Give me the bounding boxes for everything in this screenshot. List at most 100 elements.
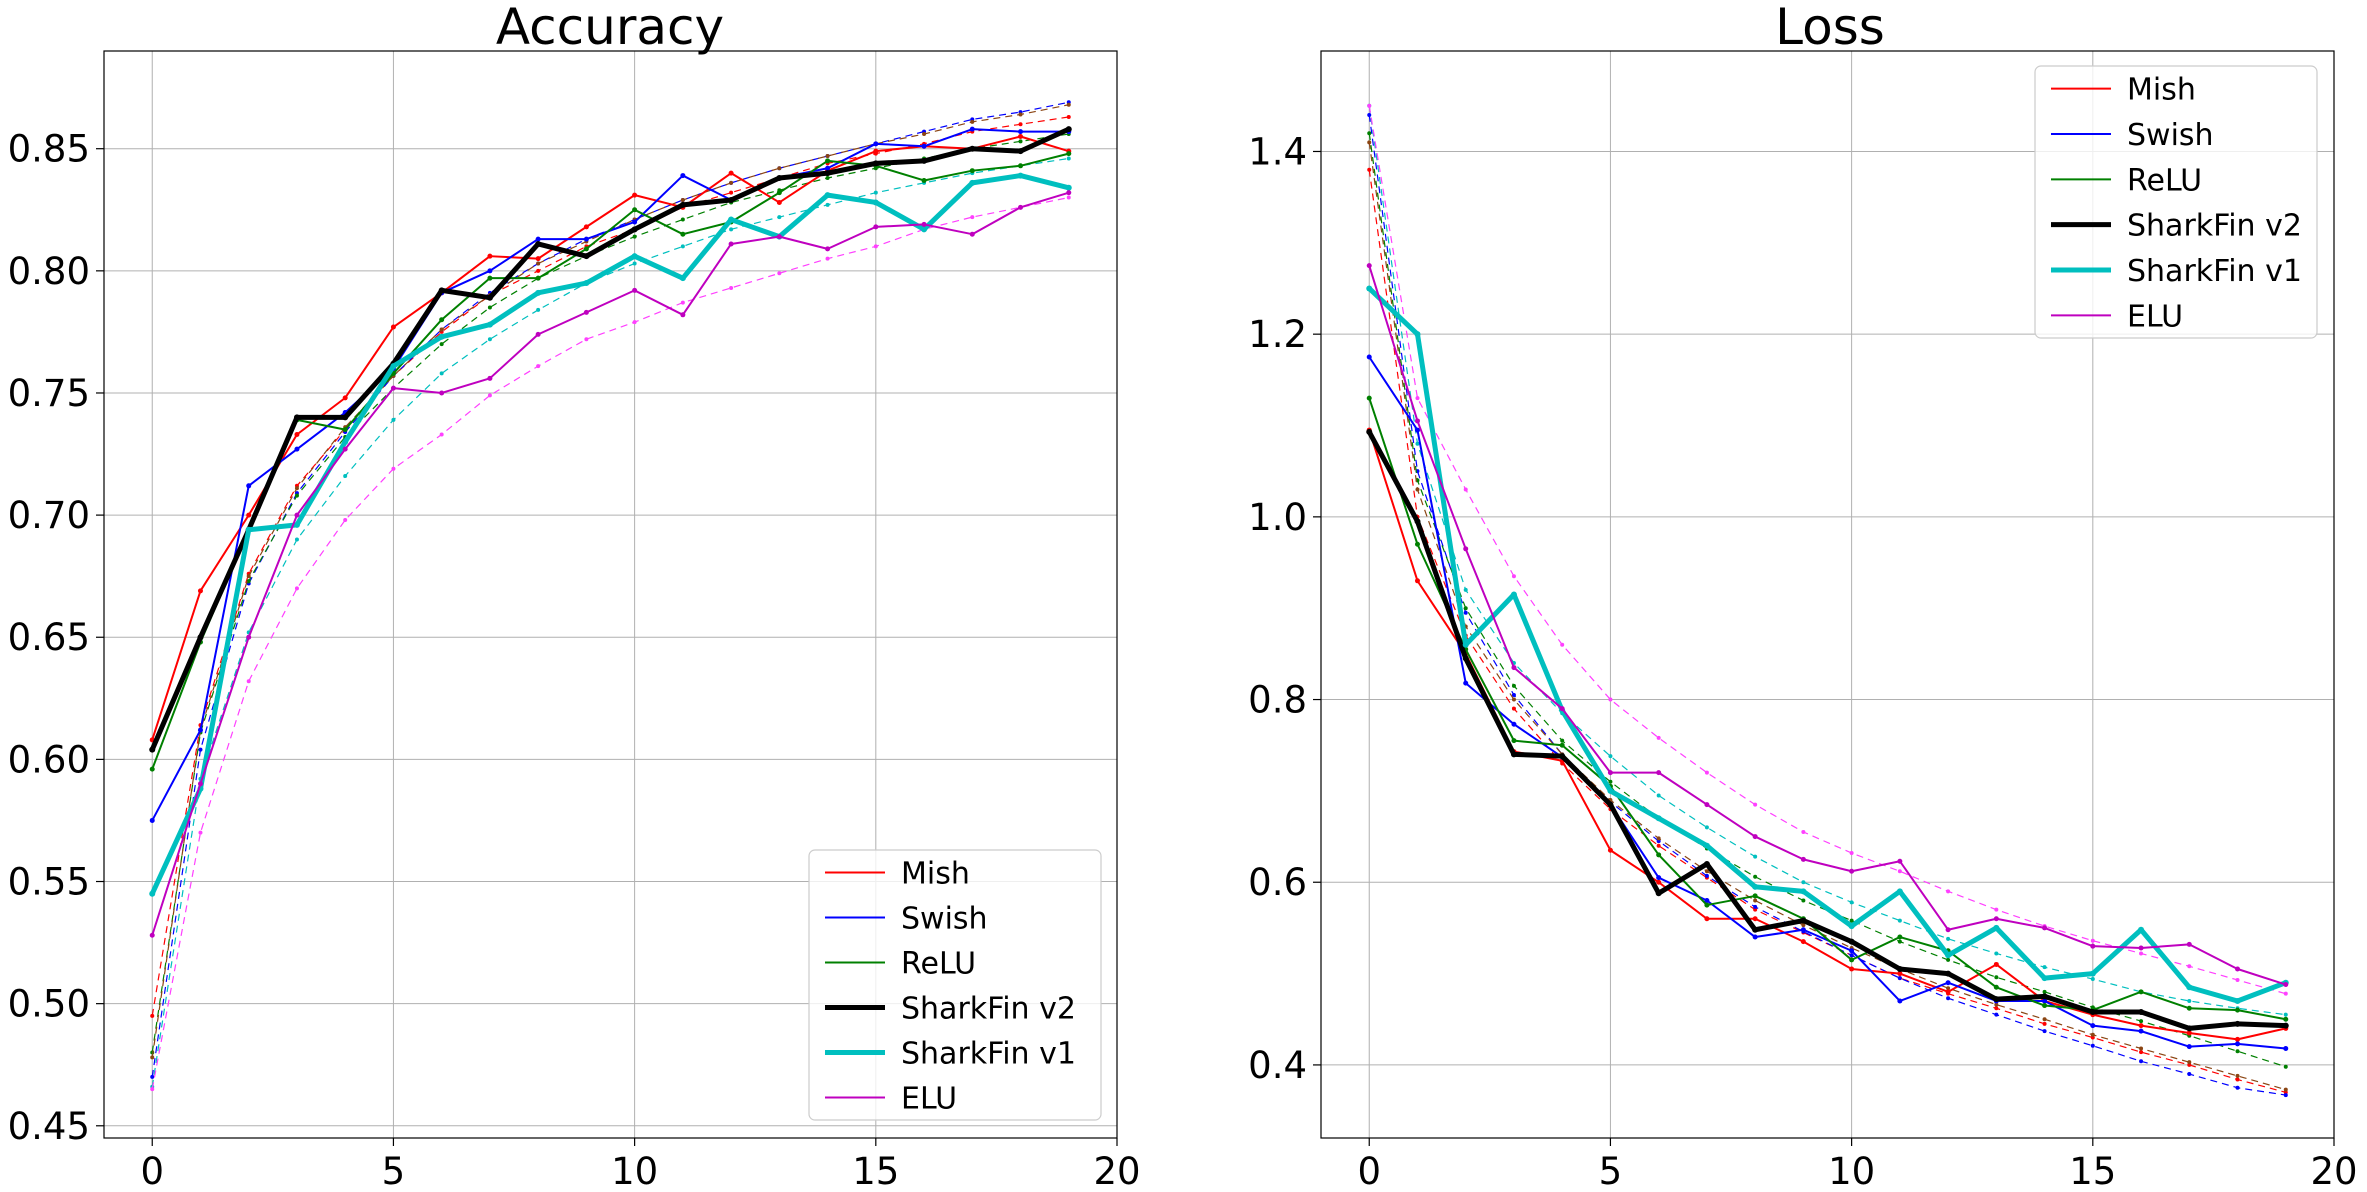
loss-series-dashed-trend-line [1368,133,2286,1068]
loss-trend-point [2139,1050,2144,1055]
loss-trend-point [1946,996,1951,1001]
accuracy-trend-point [632,261,637,266]
loss-relu-point [1704,902,1710,908]
loss-sharkfin-v2-point [1366,428,1373,435]
accuracy-trend-point [150,1055,155,1060]
accuracy-trend-point [150,1074,155,1079]
accuracy-x-axis: 0 5 10 15 20 [140,1138,1141,1192]
accuracy-relu-point [535,275,541,281]
loss-swish-point [1800,927,1806,933]
accuracy-trend-point [777,215,782,220]
accuracy-trend-point [1066,102,1071,107]
loss-trend-point [1897,939,1902,944]
loss-trend-point [1994,1002,1999,1007]
loss-elu-point [2283,982,2289,988]
accuracy-trend-point [1066,114,1071,119]
loss-trend-point [1897,976,1902,981]
loss-relu-point [2283,1016,2289,1022]
accuracy-series-dashed-trend-line [151,196,1069,1090]
accuracy-trend-point [1018,139,1023,144]
loss-trend-point [2139,1059,2144,1064]
accuracy-y-tick-label: 0.55 [8,861,90,904]
accuracy-sharkfin-v2-point [872,160,879,167]
loss-relu-point [1752,893,1758,899]
accuracy-series-dashed-trend-line [151,104,1069,1058]
accuracy-swish-point [969,126,975,132]
loss-elu-point [2090,943,2096,949]
loss-swish-point [1414,427,1420,433]
loss-trend-point [1753,898,1758,903]
accuracy-trend-point [487,305,492,310]
accuracy-trend-point [536,307,541,312]
loss-trend-point [1946,957,1951,962]
loss-x-tick-label: 15 [2069,1150,2116,1192]
loss-sharkfin-v1-point [1800,888,1807,895]
loss-trend-point [2139,951,2144,956]
loss-elu-point [1366,263,1372,269]
accuracy-trend-point [632,234,637,239]
loss-series-dashed-trend-line [1368,105,2286,995]
accuracy-relu-point [680,231,686,237]
loss-elu-point [2235,966,2241,972]
loss-trend-point [1801,923,1806,928]
accuracy-sharkfin-v1-point [245,526,252,533]
loss-trend-point [2235,977,2240,982]
accuracy-elu-point [1018,204,1024,210]
accuracy-sharkfin-v1-point [969,179,976,186]
loss-relu-point [1993,984,1999,990]
accuracy-swish-point [294,446,300,452]
accuracy-series-elu-line [151,191,1070,936]
accuracy-swish-point [680,173,686,179]
loss-sharkfin-v1-point [2186,984,2193,991]
accuracy-trend-point [680,300,685,305]
accuracy-trend-point [294,586,299,591]
accuracy-trend-point [246,574,251,579]
accuracy-legend-label-elu: ELU [901,1082,957,1117]
accuracy-sharkfin-v2-point [438,287,445,294]
accuracy-elu-point [342,446,348,452]
accuracy-trend-point [487,337,492,342]
accuracy-elu-point [294,512,300,518]
loss-legend-label-sharkfin-v2: SharkFin v2 [2127,209,2302,244]
loss-relu-point [1897,934,1903,940]
accuracy-relu-point [632,207,638,213]
accuracy-x-tick-label: 5 [382,1150,406,1192]
loss-y-tick-label: 1.0 [1248,496,1307,539]
accuracy-sharkfin-v2-point [679,201,686,208]
loss-elu-point [2138,945,2144,951]
accuracy-elu-point [1066,190,1072,196]
loss-trend-point [1994,1012,1999,1017]
accuracy-trend-point [1066,156,1071,161]
accuracy-elu-point [969,231,975,237]
loss-trend-point [2090,938,2095,943]
loss-y-tick-label: 0.6 [1248,861,1307,904]
loss-sharkfin-v2-point [2234,1020,2241,1027]
accuracy-relu-point [487,275,493,281]
loss-trend-point [2139,1019,2144,1024]
loss-trend-point [1801,880,1806,885]
loss-elu-point [1800,856,1806,862]
accuracy-x-tick-label: 10 [611,1150,658,1192]
loss-elu-point [1897,858,1903,864]
loss-sharkfin-v2-point [1462,655,1469,662]
accuracy-sharkfin-v1-point [1017,172,1024,179]
loss-trend-point [2042,1021,2047,1026]
accuracy-sharkfin-v1-point [679,275,686,282]
loss-plot-frame [1320,50,2335,1139]
loss-series [1366,103,2289,1098]
accuracy-trend-point [343,474,348,479]
loss-sharkfin-v2-point [2089,1008,2096,1015]
accuracy-mish-point [342,395,348,401]
accuracy-sharkfin-v2-point [921,157,928,164]
loss-trend-point [1511,683,1516,688]
loss-y-axis: 0.4 0.6 0.8 1.0 1.2 1.4 [1248,130,1321,1087]
accuracy-legend-label-sharkfin-v1: SharkFin v1 [901,1037,1076,1072]
loss-trend-point [1849,918,1854,923]
loss-trend-point [1511,692,1516,697]
loss-elu-point [1945,927,1951,933]
loss-elu-point [1463,546,1469,552]
accuracy-legend-label-mish: Mish [901,857,970,892]
loss-trend-point [1753,874,1758,879]
accuracy-y-tick-label: 0.60 [8,738,90,781]
loss-elu-point [2186,941,2192,947]
